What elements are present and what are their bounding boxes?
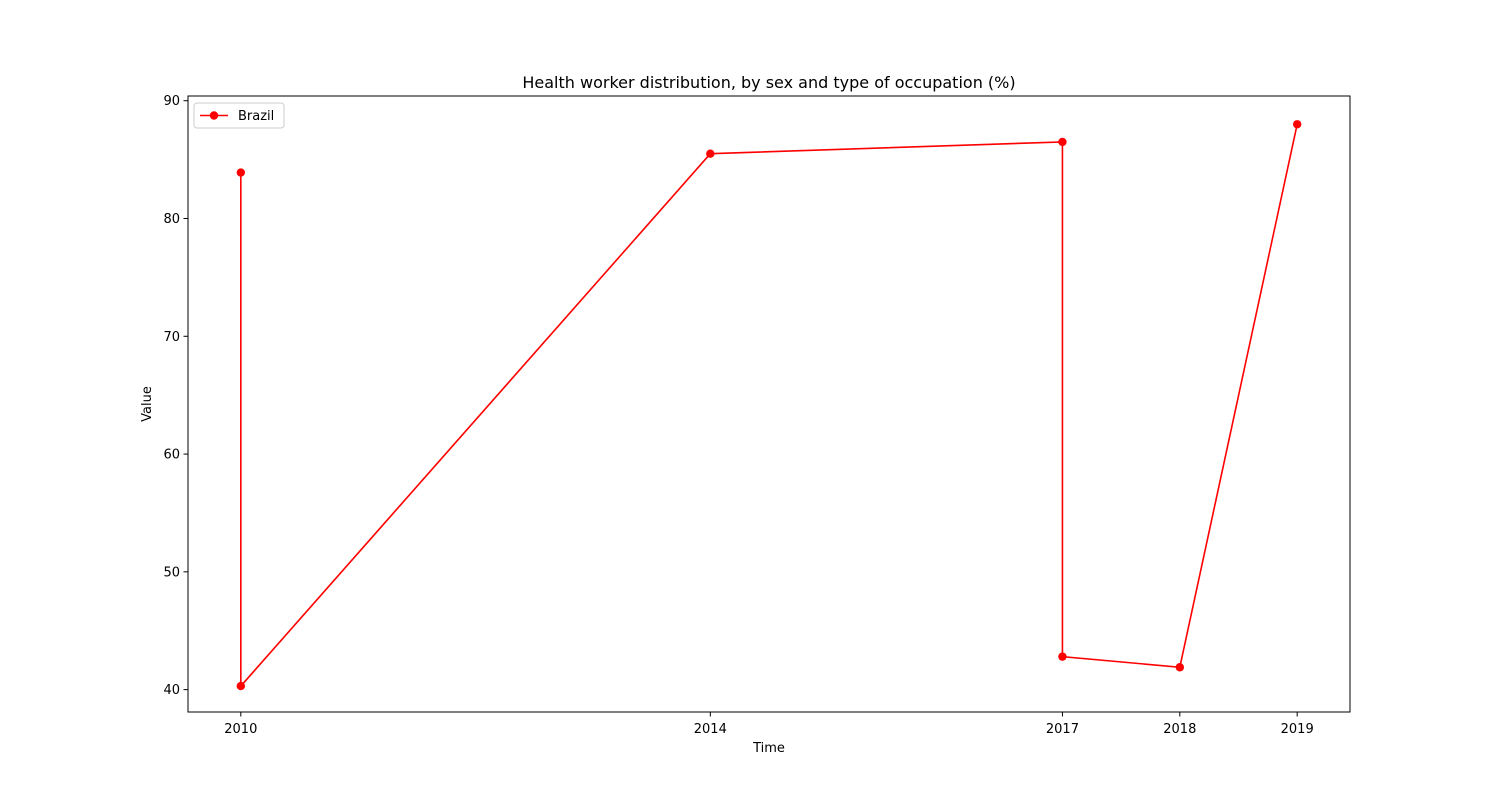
legend: Brazil [193,102,285,129]
legend-marker [209,111,219,120]
y-tick-label-1: 50 [163,565,180,580]
data-point-0 [236,168,246,177]
data-point-5 [1175,663,1185,672]
chart-title: Health worker distribution, by sex and t… [522,73,1015,92]
y-tick-label-2: 60 [163,448,180,463]
x-axis: 2010 2014 2017 2018 2019 [224,712,1314,737]
x-tick-label-1: 2014 [694,722,727,737]
series-line-0 [240,124,1298,689]
plot-area [236,120,1302,691]
legend-box [193,102,285,129]
legend-label: Brazil [238,109,274,124]
data-point-3 [1058,137,1067,147]
x-tick-label-0: 2010 [224,722,257,737]
x-tick-label-4: 2019 [1281,722,1314,737]
y-axis: 40 50 60 70 80 90 [163,94,188,698]
y-tick-label-0: 40 [163,683,180,698]
x-tick-label-3: 2018 [1163,722,1196,737]
y-tick-label-5: 90 [163,94,180,109]
y-tick-label-4: 80 [163,212,180,227]
x-axis-label: Time [752,741,785,756]
data-point-4 [1058,652,1067,661]
data-point-2 [706,149,715,158]
x-tick-label-2: 2017 [1046,722,1079,737]
data-point-6 [1292,120,1302,129]
y-tick-label-3: 70 [163,330,180,345]
data-point-1 [236,681,246,691]
plot-frame [187,95,1351,713]
y-axis-label: Value [140,386,155,422]
